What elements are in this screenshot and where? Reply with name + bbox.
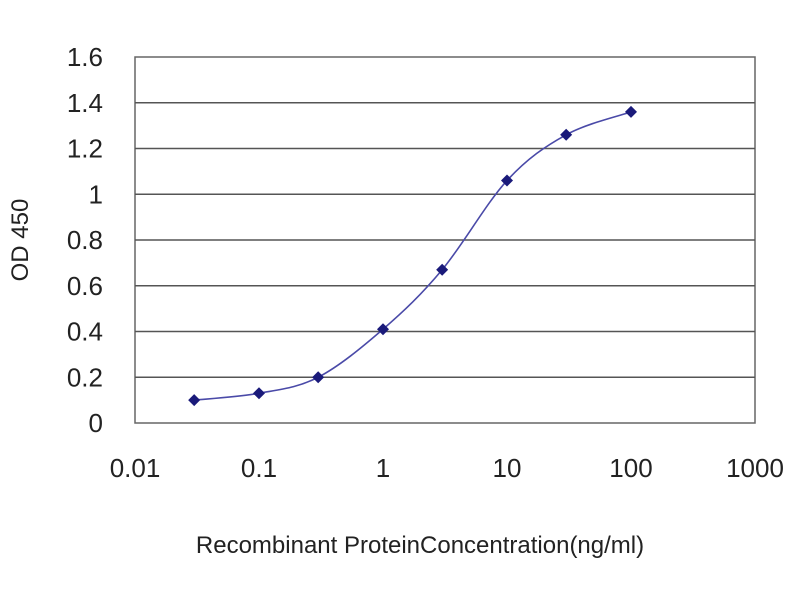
x-tick-label: 0.1: [241, 453, 277, 483]
y-tick-label: 0.6: [67, 271, 103, 301]
y-axis-label: OD 450: [7, 199, 34, 282]
y-tick-label: 1.2: [67, 134, 103, 164]
data-point: [625, 105, 637, 118]
data-point: [188, 394, 201, 407]
x-tick-label: 1000: [726, 453, 784, 483]
y-tick-label: 0.8: [67, 225, 103, 255]
x-tick-label: 1: [376, 453, 390, 483]
x-axis-label: Recombinant ProteinConcentration(ng/ml): [196, 532, 644, 559]
series-line: [194, 111, 632, 401]
y-tick-label: 1: [89, 179, 103, 209]
x-tick-label: 0.01: [110, 453, 161, 483]
y-tick-label: 0.4: [67, 317, 103, 347]
x-tick-label: 100: [609, 453, 652, 483]
data-point: [501, 174, 513, 187]
y-tick-label: 0: [89, 408, 103, 438]
data-point: [560, 128, 573, 141]
x-tick-label: 10: [493, 453, 522, 483]
y-tick-label: 0.2: [67, 362, 103, 392]
data-point: [312, 371, 325, 384]
y-tick-labels: 0 0.2 0.4 0.6 0.8 1 1.2 1.4 1.6: [67, 42, 103, 438]
data-point: [377, 323, 389, 336]
y-tick-label: 1.6: [67, 42, 103, 72]
series-markers: [188, 105, 637, 407]
x-tick-labels: 0.01 0.1 1 10 100 1000: [110, 453, 784, 483]
data-point: [436, 263, 449, 276]
grid-lines: [135, 102, 755, 378]
data-point: [253, 387, 265, 400]
y-tick-label: 1.4: [67, 88, 103, 118]
